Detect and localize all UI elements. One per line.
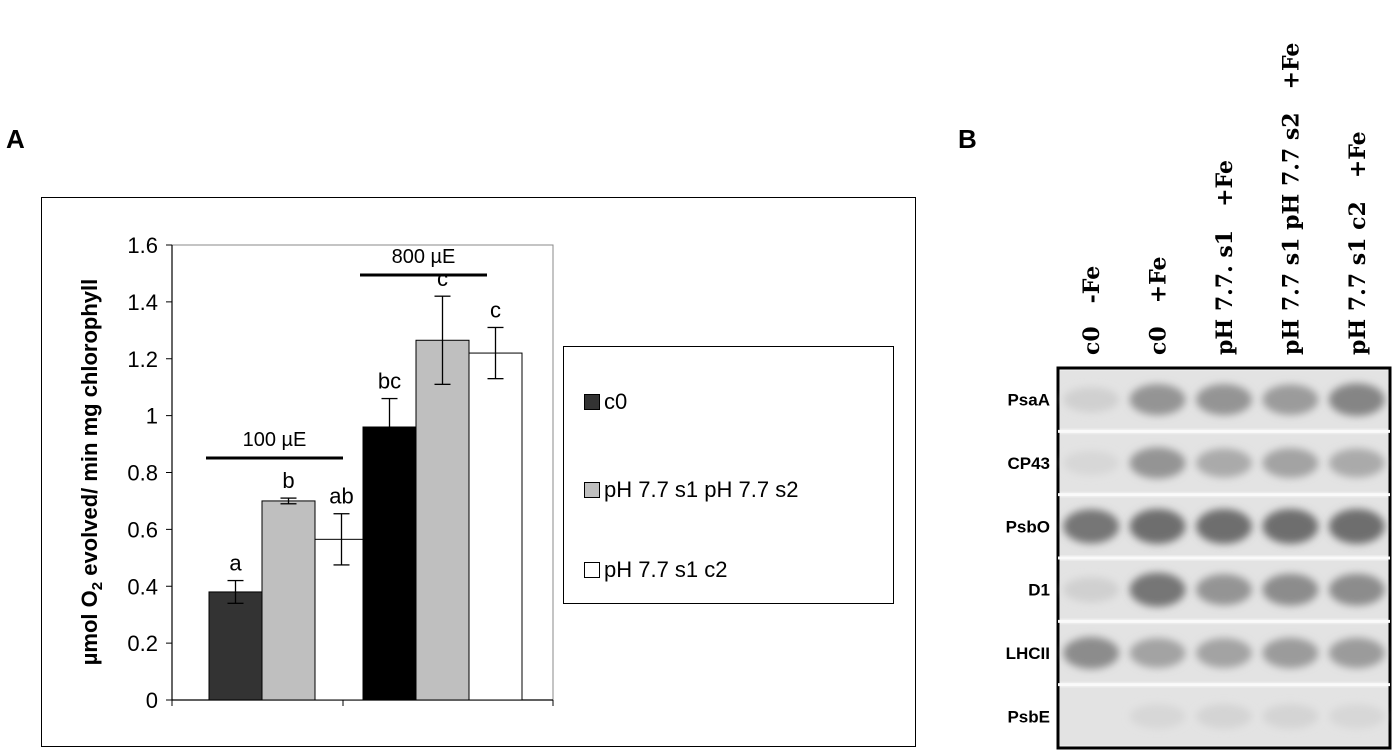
blot-band (1129, 638, 1186, 668)
blot-band (1196, 574, 1252, 606)
blot-row-label: D1 (1028, 581, 1050, 600)
blot-band (1328, 448, 1385, 478)
blot-band (1063, 450, 1120, 476)
blot-band (1262, 704, 1319, 729)
bar (415, 339, 470, 701)
y-tick-label: 1.2 (127, 347, 158, 372)
legend-label: pH 7.7 s1 pH 7.7 s2 (604, 477, 799, 502)
y-axis-label: µmol O2 evolved/ min mg chlorophyll (77, 279, 106, 666)
blot-band (1196, 508, 1252, 544)
blot-band (1196, 448, 1252, 478)
blot-band (1196, 638, 1252, 668)
legend-item-c0: c0 (584, 387, 627, 417)
blot-band (1328, 383, 1385, 417)
y-tick-label: 0.6 (127, 517, 158, 542)
blot-row-label: PsbO (1006, 517, 1050, 536)
legend-swatch (584, 394, 600, 410)
blot-band (1196, 704, 1252, 729)
blot-band (1196, 384, 1252, 416)
significance-letter: a (229, 551, 242, 576)
chart-legend: c0 pH 7.7 s1 pH 7.7 s2 pH 7.7 s1 c2 (563, 346, 894, 604)
blot-band (1262, 637, 1319, 669)
y-tick-label: 0.2 (127, 631, 158, 656)
y-tick-label: 0.8 (127, 461, 158, 486)
legend-swatch (584, 562, 600, 578)
blot-band (1262, 384, 1319, 415)
group-bracket-label: 100 µE (243, 429, 307, 451)
blot-band (1328, 704, 1385, 729)
blot-lane-label: pH 7.7. s1 +Fe (1212, 160, 1238, 355)
blot-band (1129, 384, 1186, 416)
blot-band (1129, 447, 1186, 479)
y-tick-label: 1 (146, 404, 158, 429)
blot-band (1262, 508, 1319, 544)
legend-label: c0 (604, 389, 628, 414)
y-tick-label: 0 (146, 688, 158, 713)
blot-lane-label: pH 7.7 s1 c2 +Fe (1345, 131, 1371, 355)
blot-row-label: LHCII (1006, 644, 1050, 663)
blot-band (1063, 509, 1120, 544)
bar (314, 538, 369, 701)
blot-band (1063, 387, 1120, 413)
group-bracket-label: 800 µE (392, 246, 456, 268)
blot-row-label: CP43 (1007, 454, 1050, 473)
bar (208, 591, 263, 701)
legend-label: pH 7.7 s1 c2 (604, 557, 728, 582)
significance-letter: b (282, 468, 294, 493)
blot-band (1063, 637, 1120, 669)
blot-lane-label: c0 +Fe (1146, 256, 1172, 355)
y-tick-label: 1.4 (127, 290, 158, 315)
significance-letter: bc (378, 369, 401, 394)
significance-letter: c (490, 297, 501, 322)
blot-band (1328, 508, 1385, 544)
blot-band (1262, 448, 1319, 478)
legend-item-ph77-s1-s2: pH 7.7 s1 pH 7.7 s2 (584, 475, 798, 505)
bar (261, 500, 316, 701)
blot-lane-label: pH 7.7 s1 pH 7.7 s2 +Fe (1278, 43, 1304, 355)
significance-letter: c (437, 266, 448, 291)
blot-band (1129, 508, 1186, 544)
bar (468, 352, 523, 701)
bar (362, 426, 417, 701)
blot-band (1328, 573, 1385, 606)
blot-band (1129, 572, 1186, 607)
panel-b-label: B (958, 124, 977, 154)
y-tick-label: 1.6 (127, 233, 158, 258)
blot-row-label: PsbE (1007, 707, 1050, 726)
chart-frame (41, 197, 916, 747)
blot-band (1063, 577, 1120, 603)
blot-lane-label: c0 -Fe (1079, 266, 1105, 355)
legend-item-ph77-s1-c2: pH 7.7 s1 c2 (584, 555, 728, 585)
panel-a-label: A (6, 124, 25, 154)
blot-band (1328, 637, 1385, 669)
blot-band (1262, 573, 1319, 606)
blot-row-label: PsaA (1007, 391, 1050, 410)
legend-swatch (584, 482, 600, 498)
significance-letter: ab (329, 484, 353, 509)
y-tick-label: 0.4 (127, 574, 158, 599)
blot-band (1129, 704, 1186, 729)
